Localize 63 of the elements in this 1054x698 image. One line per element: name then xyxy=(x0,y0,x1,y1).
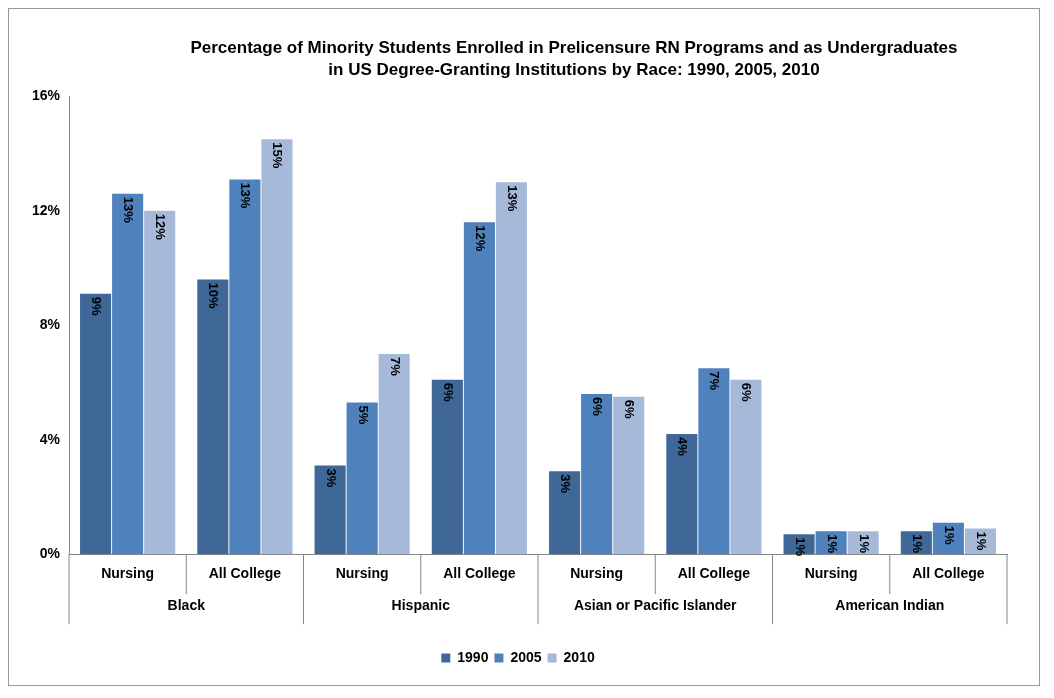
bar xyxy=(229,179,261,555)
data-label: 7% xyxy=(707,371,723,391)
bar xyxy=(346,402,378,555)
y-tick-label: 0% xyxy=(39,545,61,562)
x-tick-label: All College xyxy=(208,565,282,582)
data-label: 15% xyxy=(270,142,286,169)
data-label: 1% xyxy=(909,534,925,554)
bar xyxy=(431,379,463,555)
data-label: 13% xyxy=(238,182,254,209)
chart-title: Percentage of Minority Students Enrolled in Prelicensure RN Programs and as Undergraduates in US Degree-Granting Institutions by Race: 1990, 2005, 2010 xyxy=(189,37,959,81)
legend-label: 2005 xyxy=(510,648,542,665)
data-label: 6% xyxy=(590,396,606,417)
text: American Indian xyxy=(835,597,945,614)
data-label: 7% xyxy=(387,356,403,377)
x-tick-label: Nursing xyxy=(335,565,389,582)
y-tick-label: 16% xyxy=(31,87,61,104)
x-tick-label: Nursing xyxy=(570,565,624,582)
text: Black xyxy=(167,597,206,614)
data-label: 1% xyxy=(973,531,989,551)
data-label: 1% xyxy=(941,525,957,545)
bar xyxy=(613,396,645,555)
legend-label: 1990 xyxy=(457,648,489,665)
data-label: 5% xyxy=(355,405,371,425)
bar xyxy=(549,471,581,555)
data-label: 3% xyxy=(323,468,339,488)
bar xyxy=(197,279,229,555)
y-tick-label: 4% xyxy=(39,430,61,447)
data-label: 1% xyxy=(792,537,808,557)
data-label: 1% xyxy=(856,534,872,554)
x-tick-label: Nursing xyxy=(101,565,155,582)
data-label: 12% xyxy=(472,225,488,252)
data-label: 13% xyxy=(121,196,137,224)
text: Asian or Pacific Islander xyxy=(573,597,738,614)
bar xyxy=(730,379,762,555)
y-tick-label: 12% xyxy=(31,201,61,218)
x-tick-label: All College xyxy=(443,565,516,582)
data-label: 6% xyxy=(440,382,456,402)
data-label: 10% xyxy=(206,282,222,309)
bar xyxy=(581,393,613,555)
bar xyxy=(314,465,346,555)
x-tick-label: All College xyxy=(677,565,751,582)
data-label: 6% xyxy=(739,382,755,402)
text: Hispanic xyxy=(391,597,451,614)
bar xyxy=(261,139,293,555)
bar xyxy=(666,434,698,555)
x-tick-label: Nursing xyxy=(804,565,858,582)
data-label: 12% xyxy=(153,213,169,241)
bar xyxy=(144,210,176,555)
data-label: 1% xyxy=(824,534,840,554)
bar xyxy=(698,368,730,555)
bar xyxy=(80,293,112,555)
data-label: 13% xyxy=(504,185,520,212)
data-label: 4% xyxy=(675,437,691,457)
bar xyxy=(495,182,527,555)
legend-label: 2010 xyxy=(563,648,595,665)
x-tick-label: All College xyxy=(912,565,985,582)
data-label: 3% xyxy=(558,474,574,494)
bar xyxy=(112,193,144,555)
bar xyxy=(378,353,410,555)
bar xyxy=(463,222,495,555)
data-label: 6% xyxy=(622,399,638,420)
data-label: 9% xyxy=(89,296,105,317)
y-tick-label: 8% xyxy=(39,316,61,333)
